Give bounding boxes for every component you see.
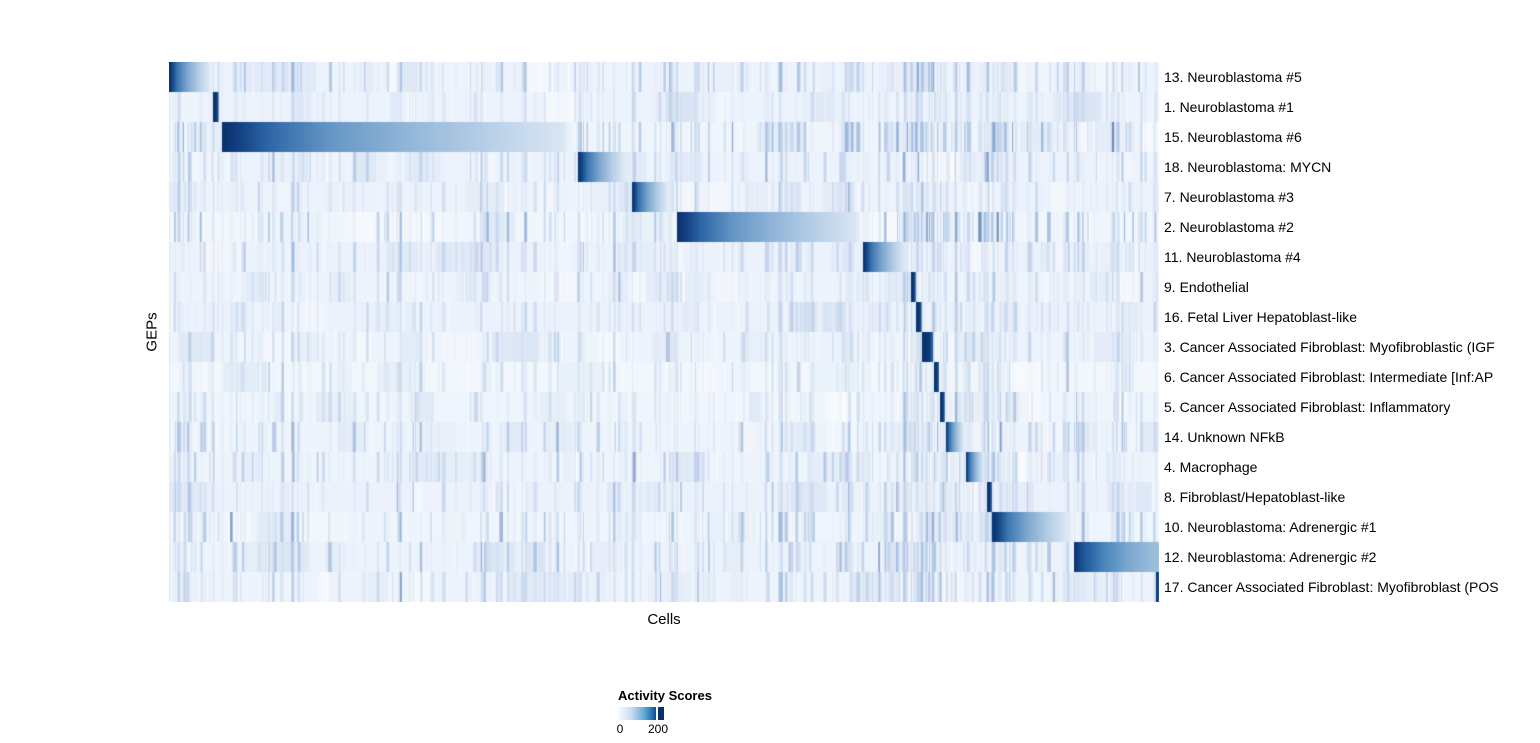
row-label: 10. Neuroblastoma: Adrenergic #1	[1164, 519, 1377, 535]
row-label: 13. Neuroblastoma #5	[1164, 69, 1302, 85]
row-label: 7. Neuroblastoma #3	[1164, 189, 1294, 205]
row-label: 6. Cancer Associated Fibroblast: Interme…	[1164, 369, 1494, 385]
row-label: 3. Cancer Associated Fibroblast: Myofibr…	[1164, 339, 1495, 355]
row-label: 16. Fetal Liver Hepatoblast-like	[1164, 309, 1357, 325]
row-label: 8. Fibroblast/Hepatoblast-like	[1164, 489, 1346, 505]
colorbar-tick-200: 200	[647, 722, 669, 736]
row-labels: 13. Neuroblastoma #5 1. Neuroblastoma #1 1…	[1164, 62, 1540, 602]
row-label: 9. Endothelial	[1164, 279, 1249, 295]
row-label: 11. Neuroblastoma #4	[1164, 249, 1301, 265]
row-label: 5. Cancer Associated Fibroblast: Inflamm…	[1164, 399, 1451, 415]
colorbar-tick-labels: 0 200	[616, 722, 758, 736]
row-label: 17. Cancer Associated Fibroblast: Myofib…	[1164, 579, 1499, 595]
row-label: 1. Neuroblastoma #1	[1164, 99, 1294, 115]
y-axis-label: GEPs	[143, 312, 161, 352]
row-label: 14. Unknown NFkB	[1164, 429, 1285, 445]
colorbar-title: Activity Scores	[618, 688, 712, 703]
row-label: 2. Neuroblastoma #2	[1164, 219, 1294, 235]
x-axis-label: Cells	[647, 611, 681, 628]
colorbar-gradient	[618, 707, 664, 720]
row-label: 15. Neuroblastoma #6	[1164, 129, 1302, 145]
row-label: 18. Neuroblastoma: MYCN	[1164, 159, 1332, 175]
row-label: 12. Neuroblastoma: Adrenergic #2	[1164, 549, 1377, 565]
row-label: 4. Macrophage	[1164, 459, 1258, 475]
colorbar-tick-0: 0	[616, 722, 624, 736]
colorbar-legend: Activity Scores 0 200	[616, 688, 758, 736]
colorbar-tick-mark	[656, 707, 658, 720]
heatmap-canvas	[169, 62, 1159, 602]
